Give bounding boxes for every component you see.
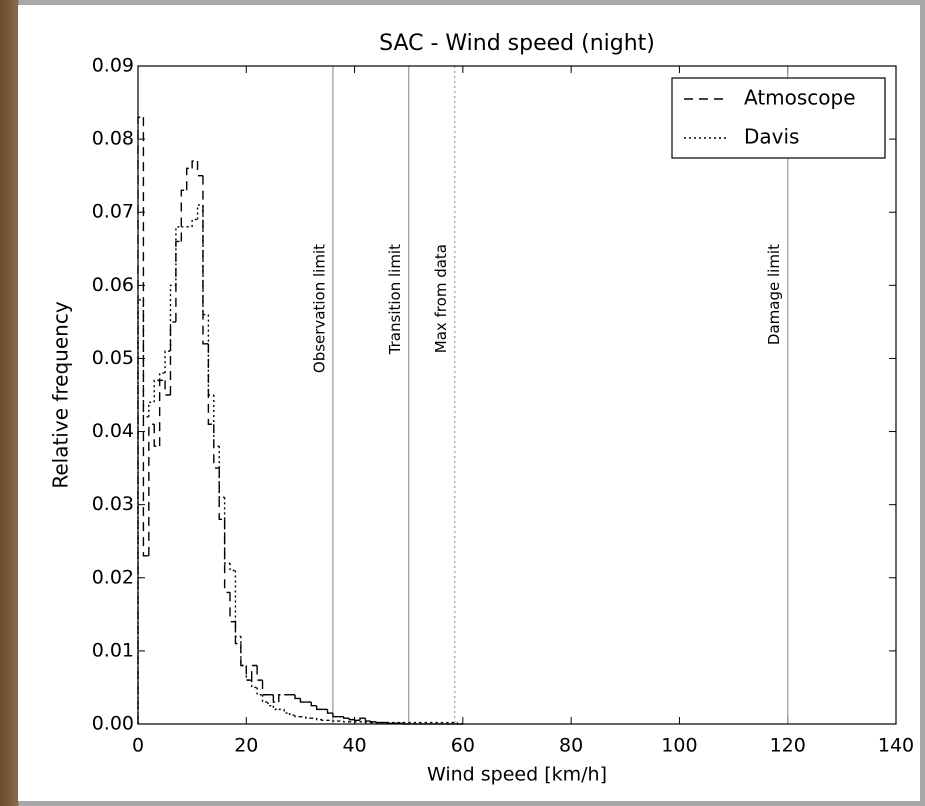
histogram-step: [315, 718, 323, 721]
histogram-step: [261, 694, 268, 703]
histogram-step: [299, 698, 306, 703]
histogram-step: [240, 643, 247, 667]
y-tick-label: 0.01: [92, 639, 134, 661]
histogram-step: [272, 705, 279, 711]
histogram-step: [223, 497, 231, 564]
x-tick-label: 100: [661, 735, 697, 757]
histogram-step: [207, 314, 214, 396]
x-tick-label: 120: [770, 735, 806, 757]
histogram-step: [348, 718, 355, 721]
histogram-step: [332, 720, 339, 722]
histogram-step: [343, 721, 350, 723]
histogram-step: [169, 284, 176, 352]
histogram-step: [202, 204, 209, 316]
histogram-step: [191, 160, 198, 169]
y-axis-label: Relative frequency: [49, 301, 73, 488]
histogram-step: [272, 694, 279, 703]
y-tick-label: 0.07: [92, 201, 134, 223]
x-axis-label: Wind speed [km/h]: [427, 764, 607, 786]
histogram-step: [202, 175, 209, 345]
histogram-step: [278, 694, 285, 703]
histogram-step: [326, 709, 333, 714]
histogram-step: [218, 468, 225, 520]
histogram-step: [261, 680, 268, 696]
histogram-step: [153, 379, 160, 403]
y-tick-label: 0.09: [92, 55, 134, 77]
histogram-step: [169, 321, 176, 395]
histogram-step: [267, 702, 274, 707]
histogram-step: [234, 621, 241, 645]
histogram-step: [148, 423, 155, 556]
histogram-step: [294, 715, 301, 718]
y-tick-label: 0.03: [92, 493, 134, 515]
x-tick-label: 140: [878, 735, 914, 757]
histogram-step: [196, 161, 203, 177]
histogram-step: [245, 665, 252, 681]
histogram-step: [251, 680, 258, 689]
histogram-step: [175, 240, 182, 322]
histogram-step: [213, 395, 220, 447]
chart-title: SAC - Wind speed (night): [379, 31, 655, 56]
histogram-step: [223, 519, 231, 594]
x-tick-label: 40: [342, 735, 366, 757]
histogram-step: [256, 665, 263, 681]
histogram-step: [343, 716, 350, 719]
histogram-step: [310, 702, 317, 707]
histogram-step: [218, 446, 225, 499]
histogram-step: [332, 713, 339, 718]
histogram-step: [364, 718, 371, 722]
histogram-step: [283, 709, 290, 714]
x-tick-label: 20: [234, 735, 258, 757]
reference-label: Observation limit: [310, 244, 328, 373]
histogram-step: [321, 719, 328, 722]
histogram-step: [158, 379, 166, 447]
histogram-step: [164, 380, 171, 396]
reference-label: Max from data: [432, 244, 450, 353]
histogram-step: [315, 705, 323, 711]
histogram-step: [180, 189, 187, 242]
histogram-step: [364, 721, 371, 724]
histogram-step: [353, 719, 360, 722]
x-tick-label: 80: [559, 735, 583, 757]
reference-label: Damage limit: [765, 244, 783, 345]
histogram-step: [251, 664, 258, 681]
x-tick-label: 0: [132, 735, 144, 757]
histogram-step: [186, 167, 193, 191]
histogram-step: [158, 372, 166, 381]
y-tick-label: 0.02: [92, 566, 134, 588]
histogram-step: [256, 687, 263, 696]
histogram-step: [153, 424, 160, 447]
histogram-step: [234, 570, 241, 637]
histogram-step: [294, 694, 301, 700]
histogram-step: [164, 350, 171, 374]
y-tick-label: 0.00: [92, 713, 134, 735]
histogram-step: [370, 721, 377, 723]
axes-frame: [137, 65, 897, 725]
legend-label: Atmoscope: [744, 86, 856, 110]
histogram-step: [142, 117, 149, 557]
histogram-step: [213, 424, 220, 469]
histogram-step: [229, 592, 236, 623]
histogram-step: [142, 299, 149, 418]
histogram-step: [191, 218, 198, 227]
histogram-step: [359, 717, 366, 721]
histogram-step: [305, 716, 312, 719]
reference-label: Transition limit: [386, 244, 404, 355]
histogram-step: [229, 563, 236, 572]
y-tick-label: 0.06: [92, 274, 134, 296]
y-tick-label: 0.08: [92, 128, 134, 150]
legend-box: [671, 77, 886, 159]
y-tick-label: 0.04: [92, 420, 134, 442]
legend-label: Davis: [744, 125, 799, 149]
histogram-step: [288, 713, 296, 716]
histogram-step: [207, 343, 214, 425]
y-tick-label: 0.05: [92, 347, 134, 369]
x-tick-label: 60: [451, 735, 475, 757]
